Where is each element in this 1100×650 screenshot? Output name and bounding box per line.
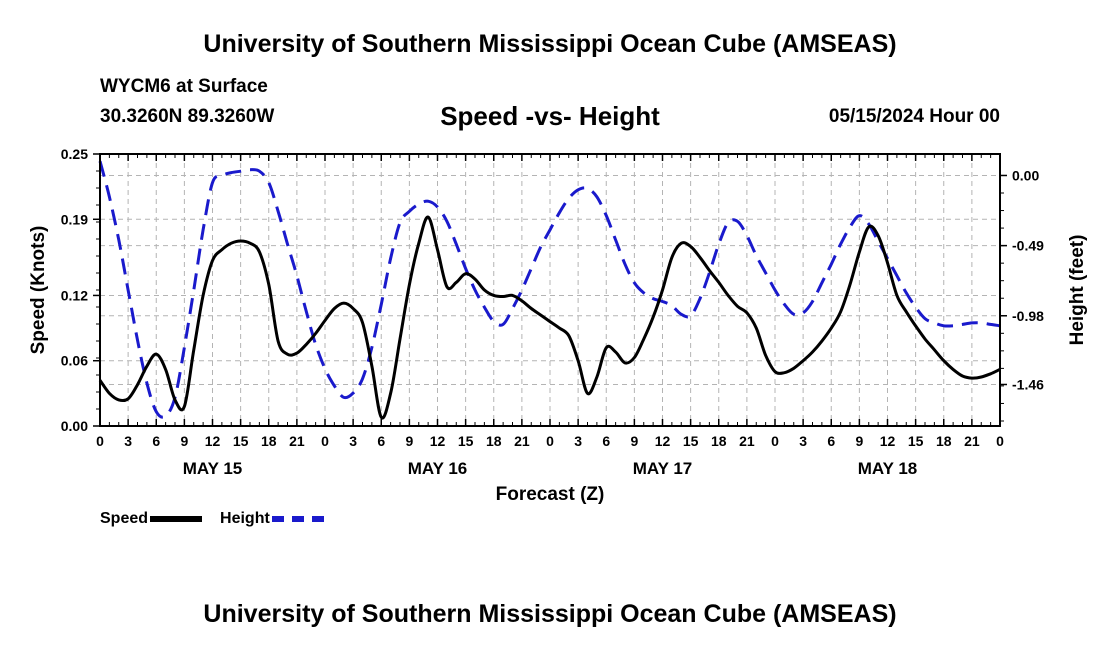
y-right-tick-label: -0.49 <box>1012 238 1044 254</box>
main-title: University of Southern Mississippi Ocean… <box>203 30 897 58</box>
y-right-tick-label: -0.98 <box>1012 308 1044 324</box>
x-tick-label: 21 <box>514 433 530 449</box>
legend: Speed Height <box>100 510 342 528</box>
chart-subtitle: Speed -vs- Height <box>440 101 660 131</box>
series-lines <box>98 160 1001 420</box>
x-tick-label: 9 <box>855 433 863 449</box>
x-tick-label: 6 <box>602 433 610 449</box>
station-label: WYCM6 at Surface <box>100 76 268 97</box>
day-label: MAY 16 <box>408 459 468 478</box>
x-tick-label: 12 <box>205 433 221 449</box>
x-tick-label: 0 <box>771 433 779 449</box>
height-series-line <box>98 160 1001 419</box>
x-tick-label: 3 <box>799 433 807 449</box>
x-tick-label: 0 <box>996 433 1004 449</box>
y-axis-title-left: Speed (Knots) <box>28 226 49 355</box>
legend-speed-label: Speed <box>100 510 149 527</box>
legend-speed-swatch <box>150 516 203 522</box>
x-tick-label: 3 <box>124 433 132 449</box>
day-label: MAY 15 <box>183 459 243 478</box>
x-tick-label: 15 <box>683 433 699 449</box>
x-tick-label: 18 <box>261 433 277 449</box>
x-tick-label: 6 <box>152 433 160 449</box>
footer-title: University of Southern Mississippi Ocean… <box>203 600 897 628</box>
y-left-tick-label: 0.06 <box>61 353 88 369</box>
x-tick-label: 9 <box>630 433 638 449</box>
x-tick-label: 21 <box>964 433 980 449</box>
day-label: MAY 17 <box>633 459 693 478</box>
x-tick-label: 3 <box>349 433 357 449</box>
x-tick-label: 9 <box>180 433 188 449</box>
x-tick-label: 21 <box>289 433 305 449</box>
x-axis-title: Forecast (Z) <box>496 484 605 505</box>
x-tick-label: 6 <box>827 433 835 449</box>
x-tick-label: 12 <box>655 433 671 449</box>
y-left-tick-label: 0.00 <box>61 418 88 434</box>
y-right-tick-label: -1.46 <box>1012 376 1044 392</box>
x-tick-label: 6 <box>377 433 385 449</box>
x-tick-label: 0 <box>96 433 104 449</box>
x-tick-label: 0 <box>321 433 329 449</box>
x-tick-label: 12 <box>430 433 446 449</box>
y-axis-title-right: Height (feet) <box>1067 235 1088 346</box>
speed-series-line <box>98 215 1001 420</box>
legend-height-label: Height <box>220 510 270 527</box>
x-tick-label: 15 <box>233 433 249 449</box>
axis-ticks: 0 3 6 9 12 15 18 21 0 3 6 9 12 15 18 21 0 3 6 9 12 15 18 21 0 3 6 9… <box>61 146 1044 478</box>
day-label: MAY 18 <box>858 459 918 478</box>
x-tick-label: 15 <box>458 433 474 449</box>
x-tick-label: 21 <box>739 433 755 449</box>
y-right-tick-label: 0.00 <box>1012 167 1039 183</box>
x-tick-label: 18 <box>711 433 727 449</box>
grid-lines <box>100 154 1000 426</box>
x-tick-label: 12 <box>880 433 896 449</box>
coordinates-label: 30.3260N 89.3260W <box>100 106 275 127</box>
y-left-tick-label: 0.25 <box>61 146 88 162</box>
x-tick-label: 18 <box>936 433 952 449</box>
y-left-tick-label: 0.12 <box>61 287 88 303</box>
date-label: 05/15/2024 Hour 00 <box>828 106 1000 127</box>
x-tick-label: 0 <box>546 433 554 449</box>
legend-height-swatch <box>271 516 324 522</box>
x-tick-label: 15 <box>908 433 924 449</box>
y-left-tick-label: 0.19 <box>61 211 88 227</box>
x-tick-label: 3 <box>574 433 582 449</box>
x-tick-label: 18 <box>486 433 502 449</box>
x-tick-label: 9 <box>405 433 413 449</box>
